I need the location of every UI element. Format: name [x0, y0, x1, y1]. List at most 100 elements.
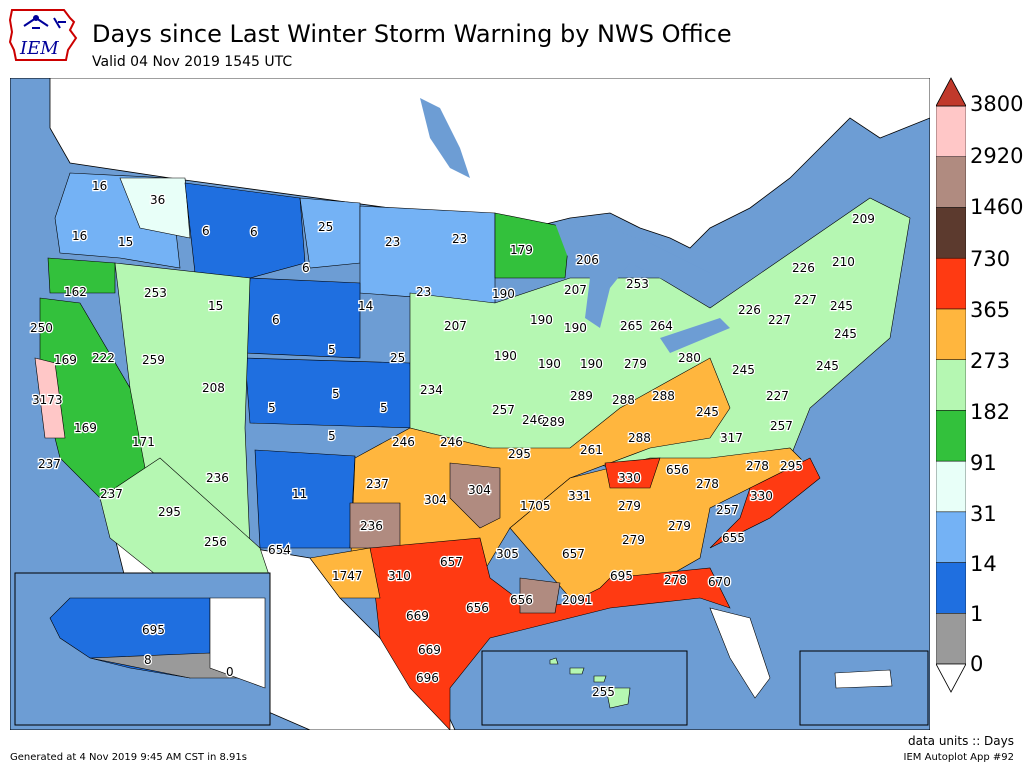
office-label: 6: [272, 313, 280, 327]
office-label: 6: [250, 225, 258, 239]
office-label: 280: [678, 351, 701, 365]
weather-station-shape: [23, 17, 66, 29]
puerto-rico-inset-frame: [799, 650, 929, 726]
region-southeast-orange: [509, 447, 811, 599]
office-label: 3173: [32, 393, 63, 407]
region-tsa: [449, 462, 501, 529]
colorbar-segment: [936, 308, 966, 360]
puerto-rico-land: [834, 669, 893, 689]
office-label: 657: [440, 555, 463, 569]
colorbar-segment: [936, 359, 966, 411]
office-label: 654: [268, 543, 291, 557]
region-mrx: [604, 457, 661, 489]
office-label: 5: [328, 343, 336, 357]
region-montana-west: [184, 182, 306, 279]
hudson-bay-shape: [420, 98, 470, 178]
office-label: 227: [794, 293, 817, 307]
office-label: 304: [424, 493, 447, 507]
office-label: 304: [468, 483, 491, 497]
office-label: 227: [766, 389, 789, 403]
page-subtitle: Valid 04 Nov 2019 1545 UTC: [92, 54, 293, 70]
office-label: 11: [292, 487, 307, 501]
office-label: 310: [388, 569, 411, 583]
office-label: 259: [142, 353, 165, 367]
office-label: 190: [538, 357, 561, 371]
colorbar: [936, 77, 966, 693]
office-label: 289: [542, 415, 565, 429]
office-label: 265: [620, 319, 643, 333]
office-label: 257: [716, 503, 739, 517]
colorbar-tick-label: 1: [970, 602, 984, 626]
iem-logo: IEM: [8, 9, 78, 61]
colorbar-tick-label: 2920: [970, 144, 1024, 168]
office-label: 227: [768, 313, 791, 327]
colorbar-tick-label: 3800: [970, 92, 1024, 116]
office-label: 288: [652, 389, 675, 403]
office-label: 237: [100, 487, 123, 501]
office-label: 278: [696, 477, 719, 491]
region-dlh: [494, 212, 571, 279]
colorbar-tick-label: 365: [970, 298, 1011, 322]
office-label: 36: [150, 193, 165, 207]
office-label: 226: [738, 303, 761, 317]
office-label: 245: [834, 327, 857, 341]
region-mtr: [34, 357, 66, 439]
office-label: 330: [618, 471, 641, 485]
logo-text: IEM: [19, 38, 59, 59]
office-label: 222: [92, 351, 115, 365]
office-label: 171: [132, 435, 155, 449]
page-title: Days since Last Winter Storm Warning by …: [92, 20, 732, 48]
colorbar-tick-label: 730: [970, 247, 1011, 271]
office-label: 15: [118, 235, 133, 249]
colorbar-tick-label: 0: [970, 652, 984, 676]
office-label: 169: [74, 421, 97, 435]
office-label: 330: [750, 489, 773, 503]
colorbar-segment: [936, 562, 966, 614]
office-label: 5: [268, 401, 276, 415]
office-label: 279: [624, 357, 647, 371]
office-label: 656: [666, 463, 689, 477]
office-label: 256: [204, 535, 227, 549]
region-florida: [709, 607, 771, 699]
office-label: 6: [202, 224, 210, 238]
office-label: 295: [508, 447, 531, 461]
colorbar-tick-label: 1460: [970, 195, 1024, 219]
office-label: 245: [732, 363, 755, 377]
office-label: 236: [206, 471, 229, 485]
office-label: 257: [492, 403, 515, 417]
office-label: 2091: [562, 593, 593, 607]
office-label: 305: [496, 547, 519, 561]
office-label: 279: [668, 519, 691, 533]
colorbar-tick-label: 273: [970, 349, 1011, 373]
office-label: 317: [720, 431, 743, 445]
office-label: 295: [158, 505, 181, 519]
office-label: 695: [610, 569, 633, 583]
office-label: 245: [830, 299, 853, 313]
colorbar-tick-label: 14: [970, 552, 997, 576]
office-label: 295: [780, 459, 803, 473]
office-label: 179: [510, 243, 533, 257]
office-label: 245: [696, 405, 719, 419]
office-label: 253: [626, 277, 649, 291]
office-label: 23: [385, 235, 400, 249]
office-label: 278: [746, 459, 769, 473]
office-label: 669: [418, 643, 441, 657]
region-wyoming: [244, 277, 361, 359]
office-label: 246: [440, 435, 463, 449]
office-label: 261: [580, 443, 603, 457]
office-label: 656: [466, 601, 489, 615]
colorbar-segment: [936, 460, 966, 513]
office-label: 234: [420, 383, 443, 397]
office-label: 237: [38, 457, 61, 471]
colorbar-segments: [936, 105, 966, 665]
office-label: 236: [360, 519, 383, 533]
office-label: 288: [628, 431, 651, 445]
office-label: 190: [530, 313, 553, 327]
lake-erie-shape: [660, 318, 730, 353]
colorbar-tick-label: 31: [970, 502, 997, 526]
office-label: 210: [832, 255, 855, 269]
office-label: 15: [208, 299, 223, 313]
region-texas-west: [309, 547, 381, 599]
colorbar-under-triangle: [936, 663, 966, 693]
office-label: 25: [390, 351, 405, 365]
